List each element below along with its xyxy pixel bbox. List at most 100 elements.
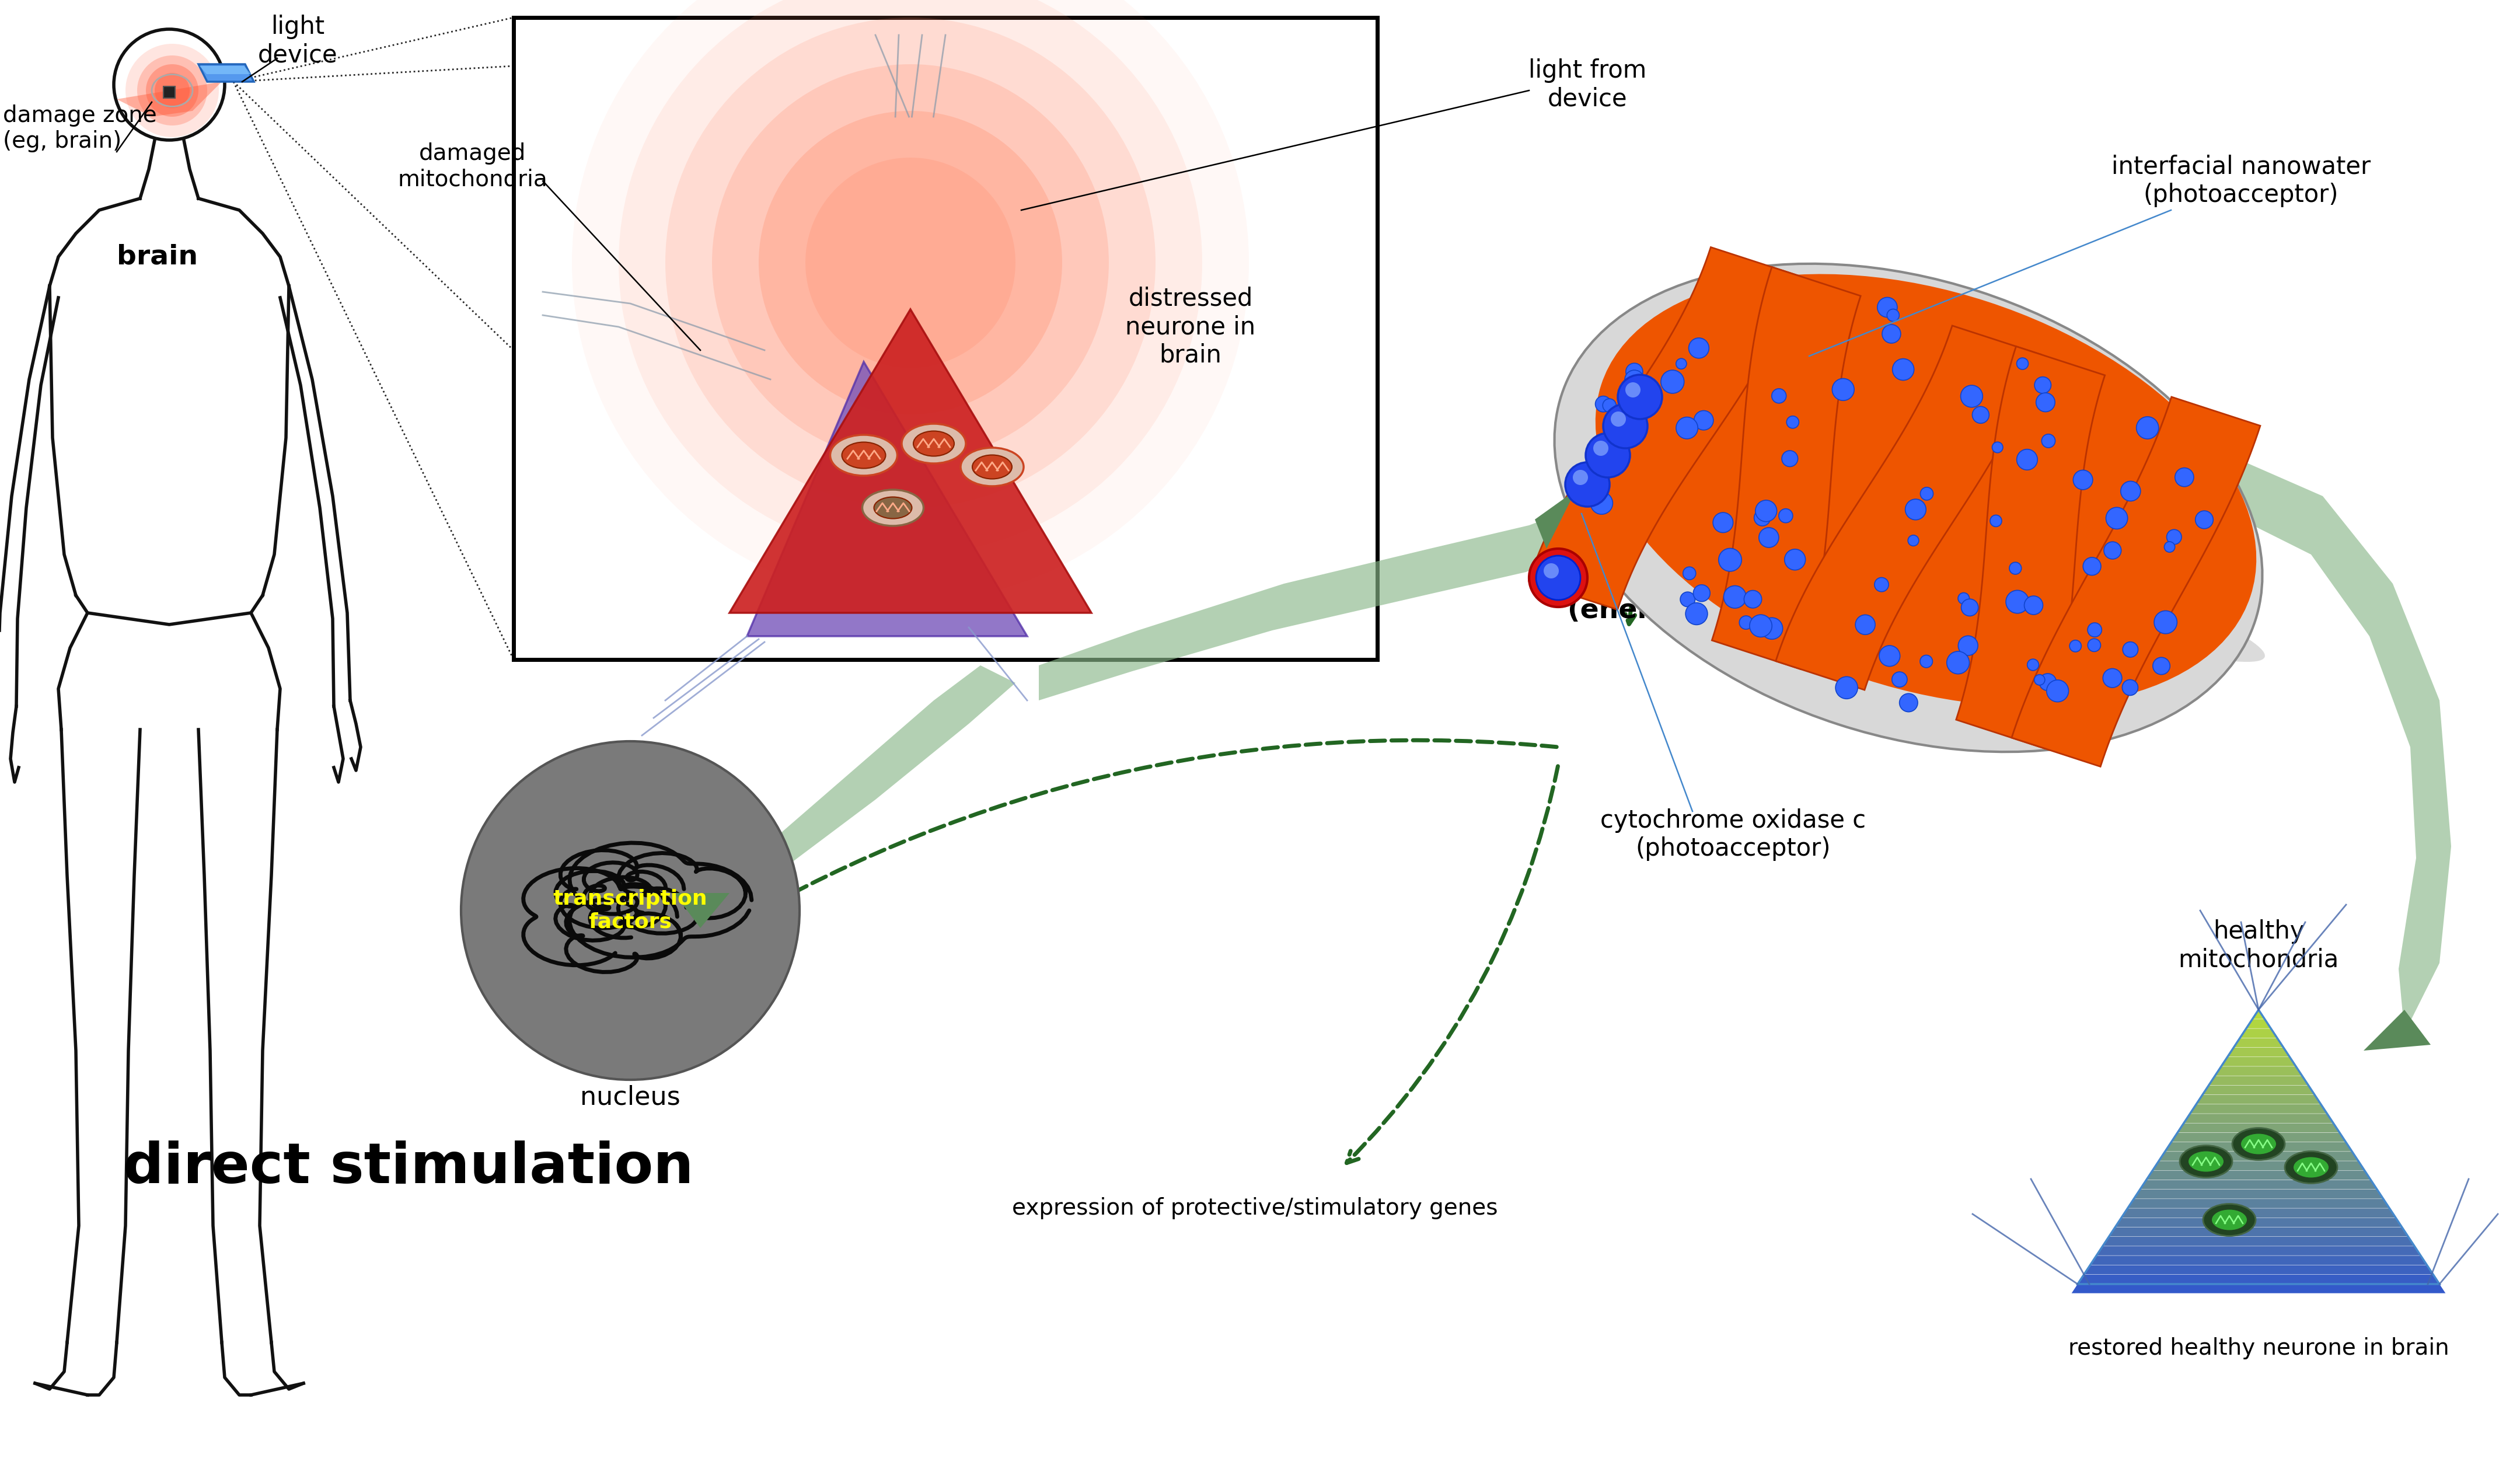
Circle shape <box>1603 404 1648 448</box>
Circle shape <box>2152 658 2170 675</box>
Text: distressed
neurone in
brain: distressed neurone in brain <box>1126 286 1255 367</box>
Text: damaged
mitochondria: damaged mitochondria <box>398 143 547 191</box>
Circle shape <box>136 55 207 125</box>
Polygon shape <box>2071 1284 2444 1293</box>
Circle shape <box>1618 375 1663 418</box>
Circle shape <box>1530 548 1588 607</box>
Circle shape <box>146 64 199 117</box>
Circle shape <box>1958 636 1978 656</box>
Circle shape <box>1595 397 1610 413</box>
Circle shape <box>2016 357 2029 369</box>
Circle shape <box>1772 389 1787 404</box>
Circle shape <box>2006 590 2029 614</box>
Text: light from
device: light from device <box>1530 58 1646 111</box>
Circle shape <box>2087 639 2102 652</box>
Circle shape <box>1572 469 1588 486</box>
Circle shape <box>2175 468 2195 487</box>
Circle shape <box>2074 469 2092 490</box>
Polygon shape <box>2364 1010 2432 1051</box>
Circle shape <box>2039 674 2056 691</box>
Circle shape <box>1714 513 1734 532</box>
Polygon shape <box>2253 1010 2265 1019</box>
Circle shape <box>1681 592 1696 607</box>
Polygon shape <box>2197 1095 2321 1104</box>
Text: brain: brain <box>116 243 199 270</box>
Circle shape <box>1590 493 1613 515</box>
Ellipse shape <box>2202 1204 2255 1236</box>
Circle shape <box>1882 325 1900 343</box>
Ellipse shape <box>2180 1146 2233 1178</box>
Circle shape <box>154 73 189 108</box>
Circle shape <box>1761 618 1782 639</box>
Circle shape <box>1565 462 1610 506</box>
Ellipse shape <box>2240 1134 2276 1155</box>
Polygon shape <box>2165 1142 2351 1152</box>
Ellipse shape <box>2213 1210 2248 1231</box>
Polygon shape <box>2220 1057 2296 1066</box>
Circle shape <box>2107 507 2127 529</box>
Circle shape <box>759 111 1061 414</box>
Polygon shape <box>2185 1114 2334 1123</box>
Circle shape <box>2137 417 2160 439</box>
Polygon shape <box>2240 1029 2278 1038</box>
Circle shape <box>617 0 1202 554</box>
Circle shape <box>2034 376 2051 394</box>
Circle shape <box>2122 642 2137 658</box>
Circle shape <box>1625 370 1643 389</box>
Polygon shape <box>1530 248 1799 609</box>
Polygon shape <box>2102 1236 2414 1247</box>
Circle shape <box>1739 615 1754 630</box>
Circle shape <box>1603 398 1615 413</box>
Polygon shape <box>2215 1066 2301 1076</box>
Polygon shape <box>2210 1076 2308 1085</box>
Circle shape <box>2084 557 2102 576</box>
Circle shape <box>1900 694 1918 712</box>
Polygon shape <box>2228 1048 2291 1057</box>
Circle shape <box>2167 529 2182 544</box>
Circle shape <box>1625 382 1641 398</box>
Circle shape <box>126 44 219 137</box>
Polygon shape <box>116 82 222 117</box>
Circle shape <box>1855 615 1875 634</box>
Circle shape <box>2024 596 2044 615</box>
Text: light
device: light device <box>257 15 338 67</box>
Ellipse shape <box>874 497 912 519</box>
Circle shape <box>1835 677 1857 698</box>
Circle shape <box>1958 593 1968 604</box>
Text: damage zone
(eg, brain): damage zone (eg, brain) <box>3 105 156 152</box>
Polygon shape <box>1038 507 1575 700</box>
Circle shape <box>665 17 1157 507</box>
Polygon shape <box>2011 397 2260 767</box>
Circle shape <box>1676 359 1686 369</box>
Circle shape <box>2122 481 2139 502</box>
Polygon shape <box>199 64 255 82</box>
Text: ATP
(energy): ATP (energy) <box>1567 567 1701 624</box>
Polygon shape <box>2177 1123 2339 1133</box>
Circle shape <box>1948 652 1968 674</box>
Text: nucleus: nucleus <box>580 1085 680 1110</box>
Polygon shape <box>2245 1019 2271 1028</box>
Polygon shape <box>673 892 728 929</box>
Polygon shape <box>2079 1274 2439 1283</box>
Circle shape <box>1756 500 1777 522</box>
Circle shape <box>1661 370 1683 394</box>
Circle shape <box>1537 555 1580 601</box>
Polygon shape <box>746 362 1028 636</box>
Polygon shape <box>2152 1161 2364 1171</box>
Circle shape <box>2016 449 2039 469</box>
Polygon shape <box>1535 490 1575 548</box>
Polygon shape <box>2172 1133 2346 1142</box>
Circle shape <box>461 741 799 1080</box>
Ellipse shape <box>1595 274 2255 707</box>
Circle shape <box>1779 509 1792 523</box>
Circle shape <box>1625 363 1643 381</box>
Circle shape <box>1744 590 1761 608</box>
Circle shape <box>1991 515 2001 526</box>
Polygon shape <box>2160 1152 2359 1161</box>
Polygon shape <box>199 66 252 74</box>
Circle shape <box>1610 411 1625 427</box>
Text: transcription
factors: transcription factors <box>552 889 708 932</box>
Circle shape <box>1683 567 1696 580</box>
Circle shape <box>1585 433 1630 477</box>
Circle shape <box>1973 407 1988 423</box>
